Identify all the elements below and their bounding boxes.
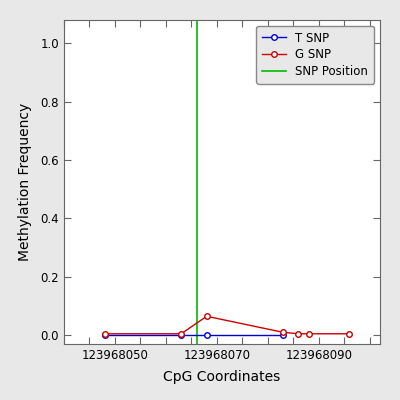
G SNP [306, 331, 311, 336]
Legend: T SNP, G SNP, SNP Position: T SNP, G SNP, SNP Position [256, 26, 374, 84]
G SNP [102, 331, 107, 336]
G SNP [281, 330, 286, 335]
G SNP [204, 314, 209, 319]
Line: T SNP: T SNP [102, 332, 286, 338]
Line: G SNP: G SNP [102, 314, 352, 336]
X-axis label: CpG Coordinates: CpG Coordinates [163, 370, 281, 384]
T SNP [281, 333, 286, 338]
G SNP [179, 331, 184, 336]
Y-axis label: Methylation Frequency: Methylation Frequency [18, 103, 32, 261]
G SNP [296, 331, 301, 336]
T SNP [179, 333, 184, 338]
T SNP [102, 333, 107, 338]
G SNP [347, 331, 352, 336]
T SNP [204, 333, 209, 338]
